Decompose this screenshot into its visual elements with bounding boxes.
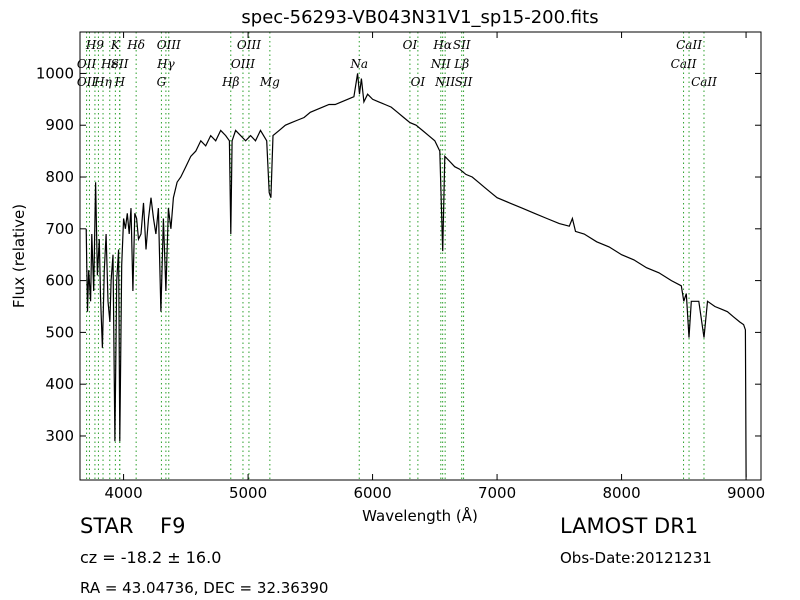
line-label: OI	[403, 38, 418, 52]
line-label: H9	[85, 38, 104, 52]
line-label: OII	[77, 57, 97, 71]
redshift-cz: cz = -18.2 ± 16.0	[80, 548, 222, 567]
line-label: Na	[349, 57, 368, 71]
line-label: NII	[434, 75, 455, 89]
y-tick-label: 900	[45, 116, 74, 134]
y-tick-label: 500	[45, 323, 74, 341]
x-tick-label: 5000	[229, 484, 267, 502]
line-label: Hγ	[156, 57, 175, 71]
line-label: Hα	[432, 38, 452, 52]
y-tick-label: 300	[45, 427, 74, 445]
line-label: NII	[430, 57, 451, 71]
line-label: CaII	[671, 57, 697, 71]
x-tick-label: 9000	[727, 484, 765, 502]
line-label: SII	[453, 38, 471, 52]
line-label: CaII	[676, 38, 702, 52]
y-tick-label: 400	[45, 375, 74, 393]
emission-line-labels: OII OII H9 Hη Hϵ K SII H Hδ G Hγ OIII Hβ OIII OIII Mg Na…	[77, 38, 717, 89]
line-label: OII	[77, 75, 97, 89]
x-tick-label: 6000	[353, 484, 391, 502]
line-label: OIII	[237, 38, 261, 52]
object-subclass: F9	[160, 514, 186, 538]
line-label: SII	[111, 57, 129, 71]
coordinates: RA = 43.04736, DEC = 32.36390	[80, 579, 329, 597]
line-label: SII	[455, 75, 473, 89]
line-label: G	[157, 75, 167, 89]
line-label: Hβ	[221, 75, 239, 89]
x-tick-label: 4000	[104, 484, 142, 502]
object-class: STAR	[80, 514, 134, 538]
line-label: OI	[411, 75, 426, 89]
line-label: OIII	[231, 57, 255, 71]
y-tick-label: 800	[45, 168, 74, 186]
y-tick-label: 1000	[36, 64, 74, 82]
line-label: CaII	[691, 75, 717, 89]
line-label: H	[114, 75, 126, 89]
data-release: LAMOST DR1	[560, 514, 699, 538]
x-tick-label: 8000	[602, 484, 640, 502]
x-axis: 4000 5000 6000 7000 8000 9000	[104, 32, 765, 502]
line-label: Hδ	[126, 38, 145, 52]
x-tick-label: 7000	[478, 484, 516, 502]
y-axis: 300 400 500 600 700 800 900 1000	[36, 64, 761, 445]
y-axis-label: Flux (relative)	[10, 204, 28, 308]
line-label: K	[110, 38, 121, 52]
spectrum-line	[85, 73, 747, 478]
line-label: Lβ	[453, 57, 469, 71]
y-tick-label: 600	[45, 272, 74, 290]
x-axis-label: Wavelength (Å)	[362, 506, 478, 525]
y-tick-label: 700	[45, 220, 74, 238]
line-label: Hη	[93, 75, 112, 89]
emission-line-markers	[86, 32, 705, 480]
chart-title: spec-56293-VB043N31V1_sp15-200.fits	[241, 7, 598, 28]
plot-frame	[79, 31, 762, 481]
line-label: OIII	[157, 38, 181, 52]
line-label: Mg	[259, 75, 280, 89]
line-label: Hϵ	[100, 57, 118, 71]
observation-date: Obs-Date:20121231	[560, 549, 712, 567]
